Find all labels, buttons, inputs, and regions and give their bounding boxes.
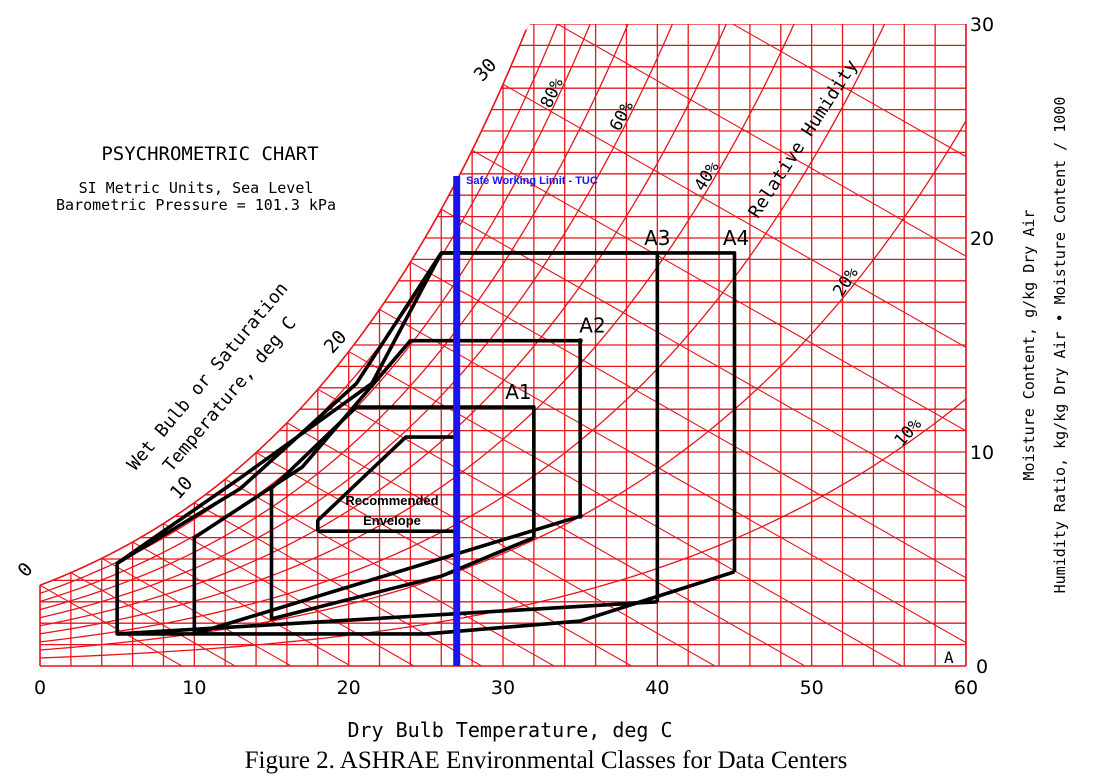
wet-bulb-tick-label: 0 bbox=[14, 558, 38, 581]
wet-bulb-tick-label: 10 bbox=[166, 472, 198, 504]
class-label-a3: A3 bbox=[644, 226, 670, 250]
chart-title: PSYCHROMETRIC CHART bbox=[101, 143, 318, 165]
label-layer: 0 10 20 30 40 50 60010203080%60%40%20%10%01020… bbox=[14, 14, 995, 699]
wet-bulb-gridline bbox=[70, 572, 236, 666]
corner-mark: A bbox=[944, 648, 954, 667]
grid-lines bbox=[40, 24, 966, 666]
rh-curve bbox=[40, 24, 635, 611]
wet-bulb-gridline bbox=[440, 208, 966, 666]
wet-bulb-gridline bbox=[533, 24, 966, 666]
y-tick-label: 10 bbox=[970, 442, 994, 464]
saturation-curve bbox=[39, 29, 527, 587]
rh-percent-label: 10% bbox=[891, 415, 926, 451]
x-tick-label: 20 bbox=[337, 677, 361, 699]
chart-subtitle-1: SI Metric Units, Sea Level bbox=[79, 179, 314, 197]
wetbulb-label-1: Wet Bulb or Saturation bbox=[123, 278, 292, 474]
y-tick-label: 30 bbox=[970, 14, 994, 36]
y-axis-label-1: Moisture Content, g/kg Dry Air bbox=[1020, 210, 1038, 481]
rh-percent-label: 80% bbox=[537, 75, 568, 111]
figure-caption: Figure 2. ASHRAE Environmental Classes f… bbox=[245, 747, 848, 774]
y-tick-label: 0 bbox=[976, 656, 988, 678]
rh-label: Relative Humidity bbox=[744, 56, 862, 222]
x-tick-label: 0 bbox=[34, 677, 46, 699]
wet-bulb-gridline bbox=[163, 523, 415, 666]
wet-bulb-gridline bbox=[471, 149, 966, 666]
rh-curve bbox=[40, 24, 890, 643]
x-tick-label: 50 bbox=[800, 677, 824, 699]
wet-bulb-gridline bbox=[348, 351, 903, 666]
corner-marker bbox=[577, 338, 583, 344]
x-tick-label: 60 bbox=[954, 677, 978, 699]
x-tick-label: 30 bbox=[491, 677, 515, 699]
wet-bulb-gridline bbox=[502, 83, 966, 666]
limit-line-label: Safe Working Limit - TUC bbox=[466, 175, 598, 187]
wet-bulb-gridline bbox=[194, 502, 482, 666]
envelope-a4 bbox=[116, 251, 737, 572]
rh-curve bbox=[40, 24, 736, 627]
rh-percent-label: 60% bbox=[606, 98, 638, 135]
rh-curve bbox=[40, 24, 797, 635]
x-axis-label: Dry Bulb Temperature, deg C bbox=[347, 718, 672, 742]
envelope-layer bbox=[115, 251, 737, 636]
chart-grid bbox=[39, 24, 967, 667]
wet-bulb-gridline bbox=[40, 584, 183, 666]
rh-percent-label: 20% bbox=[829, 264, 863, 301]
wet-bulb-gridline bbox=[101, 557, 292, 666]
envelope-label-2: Envelope bbox=[363, 513, 421, 528]
chart-subtitle-2: Barometric Pressure = 101.3 kPa bbox=[56, 196, 336, 214]
wet-bulb-gridline bbox=[379, 308, 966, 666]
x-tick-label: 40 bbox=[645, 677, 669, 699]
class-label-a4: A4 bbox=[723, 226, 749, 250]
wet-bulb-tick-label: 30 bbox=[470, 54, 502, 86]
corner-marker bbox=[577, 513, 583, 519]
class-label-a2: A2 bbox=[579, 314, 605, 338]
wet-bulb-gridline bbox=[286, 422, 716, 666]
wet-bulb-gridline bbox=[317, 388, 806, 666]
rh-curve bbox=[40, 24, 566, 595]
y-axis-label-2: Humidity Ratio, kg/kg Dry Air • Moisture… bbox=[1051, 97, 1069, 594]
envelope-recommended bbox=[315, 435, 459, 533]
wet-bulb-gridline bbox=[410, 261, 966, 666]
envelope-lower-boundary bbox=[117, 570, 736, 636]
x-tick-label: 10 bbox=[182, 677, 206, 699]
class-label-a1: A1 bbox=[505, 380, 531, 404]
y-tick-label: 20 bbox=[970, 228, 994, 250]
rh-curve bbox=[40, 24, 682, 619]
wet-bulb-gridline bbox=[132, 541, 352, 666]
envelope-label-1: Recommended bbox=[345, 493, 438, 508]
